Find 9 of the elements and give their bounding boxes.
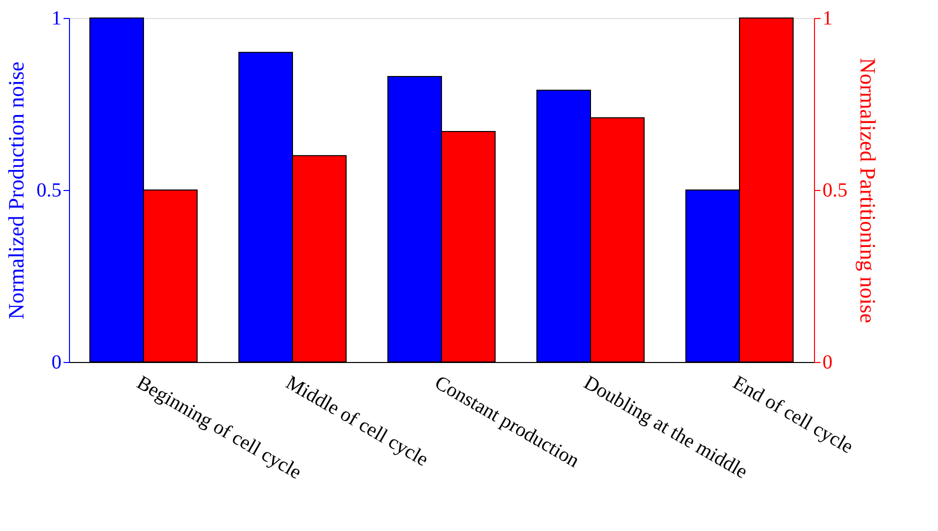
y-tick-label: 0.5 — [36, 180, 62, 202]
y-axis-title: Normalized Production noise — [4, 62, 28, 320]
y2-axis-title: Normalized Partitioning noise — [856, 58, 880, 324]
y2-tick-label: 0.5 — [822, 180, 848, 202]
y-tick-label: 0 — [52, 352, 62, 374]
y-tick-label: 1 — [52, 8, 62, 30]
y2-tick-label: 0 — [822, 352, 832, 374]
x-tick-label: End of cell cycle — [729, 372, 857, 458]
y2-tick-label: 1 — [822, 8, 832, 30]
